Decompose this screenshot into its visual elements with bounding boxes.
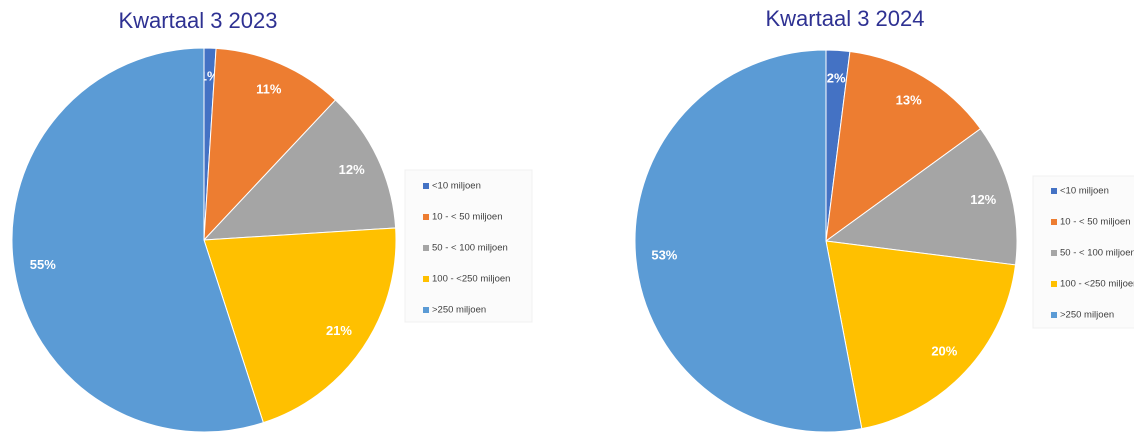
legend-swatch xyxy=(1051,312,1057,318)
legend-label: 50 - < 100 miljoen xyxy=(1060,248,1134,259)
legend-label: >250 miljoen xyxy=(1060,310,1114,321)
legend-swatch xyxy=(1051,188,1057,194)
legend-swatch xyxy=(1051,281,1057,287)
pie-slice xyxy=(825,50,982,243)
legend-swatch xyxy=(423,276,429,282)
data-label: 53% xyxy=(651,248,677,263)
data-label: 13% xyxy=(896,93,922,108)
pie-slice xyxy=(824,128,1018,266)
pie-slice xyxy=(203,47,337,242)
data-label: 21% xyxy=(326,323,352,338)
legend-label: 100 - <250 miljoen xyxy=(1060,279,1134,290)
legend-swatch xyxy=(423,183,429,189)
legend-label: 10 - < 50 miljoen xyxy=(432,212,503,223)
pie-slice xyxy=(202,99,397,241)
pie-chart: Kwartaal 3 2024 2% 13% 12% 20% 53% <10 miljoen… xyxy=(634,6,1134,433)
legend-swatch xyxy=(423,245,429,251)
pie-slice xyxy=(634,49,863,433)
legend-label: 50 - < 100 miljoen xyxy=(432,243,508,254)
legend-box xyxy=(1032,175,1134,329)
data-label: 55% xyxy=(30,257,56,272)
legend-label: <10 miljoen xyxy=(1060,186,1109,197)
legend-label: <10 miljoen xyxy=(432,181,481,192)
chart-title: Kwartaal 3 2023 xyxy=(119,8,278,33)
legend-swatch xyxy=(423,307,429,313)
legend-swatch xyxy=(423,214,429,220)
legend-swatch xyxy=(1051,250,1057,256)
legend-label: 10 - < 50 miljoen xyxy=(1060,217,1131,228)
legend-swatch xyxy=(1051,219,1057,225)
legend-box xyxy=(404,169,533,323)
legend-label: >250 miljoen xyxy=(432,305,486,316)
data-label: 2% xyxy=(827,70,846,85)
legend-label: 100 - <250 miljoen xyxy=(432,274,510,285)
legend: <10 miljoen 10 - < 50 miljoen 50 - < 100 m… xyxy=(404,169,533,323)
data-label: 11% xyxy=(256,82,282,97)
legend: <10 miljoen 10 - < 50 miljoen 50 - < 100 m… xyxy=(1032,175,1134,329)
pie-slice xyxy=(11,47,264,433)
data-label: 12% xyxy=(339,162,365,177)
data-label: 20% xyxy=(931,344,957,359)
data-label: 12% xyxy=(970,192,996,207)
pie-slice xyxy=(203,227,397,424)
pie-slice xyxy=(825,240,1017,430)
chart-title: Kwartaal 3 2024 xyxy=(766,6,925,31)
